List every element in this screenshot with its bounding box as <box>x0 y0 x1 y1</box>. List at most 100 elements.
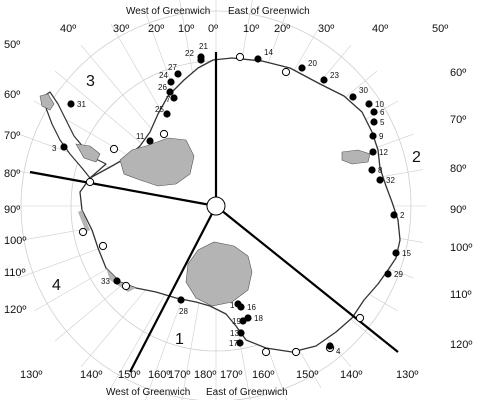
station-label: 5 <box>380 118 385 127</box>
south-pole-marker <box>206 196 226 216</box>
larsen-ice-shelf <box>39 93 55 111</box>
tick-right-120: 120º <box>450 339 472 351</box>
tick-top-10e: 10º <box>243 23 259 35</box>
tick-left-120: 120º <box>4 304 26 316</box>
station-label: 8 <box>378 166 383 175</box>
ice-shelves <box>39 93 371 307</box>
bottom-longitude-ticks: 130º 140º 150º 160º 170º 180º 170º 160º … <box>20 369 418 381</box>
station-marker <box>369 148 377 156</box>
tick-right-90: 90º <box>450 204 466 216</box>
station-27: 27 <box>168 63 182 78</box>
tick-right-110: 110º <box>450 289 472 301</box>
sector-boundaries <box>29 52 399 373</box>
station-marker <box>370 108 378 116</box>
station-19: 19 <box>232 317 247 326</box>
sector-label-2: 2 <box>412 149 421 166</box>
station-29: 29 <box>384 270 403 279</box>
station-marker <box>67 100 75 108</box>
station-marker <box>174 70 182 78</box>
station-label: 32 <box>386 176 395 185</box>
tick-bottom-130e: 130º <box>396 369 418 381</box>
tick-top-50e: 50º <box>432 23 448 35</box>
boundary-south-east <box>215 205 399 353</box>
station-10: 10 <box>365 100 384 109</box>
station-label: 28 <box>179 307 188 316</box>
tick-bottom-180: 180º <box>194 369 216 381</box>
open-station-marker <box>281 67 291 77</box>
tick-left-80: 80º <box>4 168 20 180</box>
station-marker <box>370 118 378 126</box>
station-marker <box>170 94 178 102</box>
station-31: 31 <box>67 100 86 109</box>
amery-ice-shelf <box>341 149 371 165</box>
station-3: 3 <box>52 143 68 153</box>
station-label: 11 <box>136 132 145 141</box>
station-label: 29 <box>394 270 403 279</box>
open-station-marker <box>159 129 169 139</box>
station-marker <box>163 110 171 118</box>
station-marker <box>390 211 398 219</box>
station-label: 18 <box>254 314 263 323</box>
station-marker <box>326 342 334 350</box>
station-marker <box>369 132 377 140</box>
station-label: 10 <box>375 100 384 109</box>
station-7: 7 <box>166 94 178 104</box>
station-label: 27 <box>168 63 177 72</box>
station-25: 25 <box>155 105 171 118</box>
tick-top-0: 0º <box>208 23 218 35</box>
station-marker <box>368 166 376 174</box>
station-marker <box>384 270 392 278</box>
station-label: 4 <box>336 347 341 356</box>
boundary-south-west <box>129 205 217 373</box>
tick-top-40w: 40º <box>60 23 76 35</box>
station-marker <box>166 88 174 96</box>
station-14: 14 <box>254 48 273 63</box>
station-marker <box>376 176 384 184</box>
station-label: 6 <box>380 108 385 117</box>
station-marker <box>237 329 245 337</box>
tick-left-100: 100º <box>4 235 26 247</box>
station-marker <box>237 303 245 311</box>
station-label: 1 <box>230 301 235 310</box>
tick-top-10w: 10º <box>178 23 194 35</box>
station-label: 14 <box>264 48 273 57</box>
tick-left-60: 60º <box>4 89 20 101</box>
station-5: 5 <box>370 118 385 127</box>
station-label: 17 <box>229 339 238 348</box>
station-30: 30 <box>349 86 368 101</box>
station-label: 3 <box>52 144 57 153</box>
open-station-marker <box>291 347 301 357</box>
station-32: 32 <box>376 176 395 185</box>
station-16: 16 <box>237 303 256 312</box>
station-marker <box>320 76 328 84</box>
tick-bottom-140e: 140º <box>340 369 362 381</box>
station-label: 24 <box>159 71 168 80</box>
station-label: 12 <box>379 148 388 157</box>
tick-left-110: 110º <box>4 267 26 279</box>
station-label: 19 <box>232 317 241 326</box>
station-6: 6 <box>370 108 385 117</box>
station-24: 24 <box>159 71 175 86</box>
tick-left-70: 70º <box>4 130 20 142</box>
open-station-marker <box>98 241 108 251</box>
station-11: 11 <box>136 132 154 145</box>
station-marker <box>146 137 154 145</box>
tick-left-90: 90º <box>4 204 20 216</box>
station-23: 23 <box>320 71 339 84</box>
west-of-greenwich-bottom: West of Greenwich <box>106 387 190 398</box>
open-station-marker <box>85 177 95 187</box>
open-station-marker <box>109 144 119 154</box>
station-label: 22 <box>185 49 194 58</box>
station-12: 12 <box>369 148 388 157</box>
station-marker <box>365 100 373 108</box>
station-2: 2 <box>390 211 405 220</box>
station-marker <box>177 296 185 304</box>
station-label: 25 <box>155 105 164 114</box>
station-label: 23 <box>330 71 339 80</box>
station-26: 26 <box>158 83 174 96</box>
tick-bottom-150e: 150º <box>296 369 318 381</box>
open-station-marker <box>261 347 271 357</box>
station-label: 16 <box>247 303 256 312</box>
tick-bottom-170w: 170º <box>168 369 190 381</box>
station-label: 7 <box>166 95 171 104</box>
